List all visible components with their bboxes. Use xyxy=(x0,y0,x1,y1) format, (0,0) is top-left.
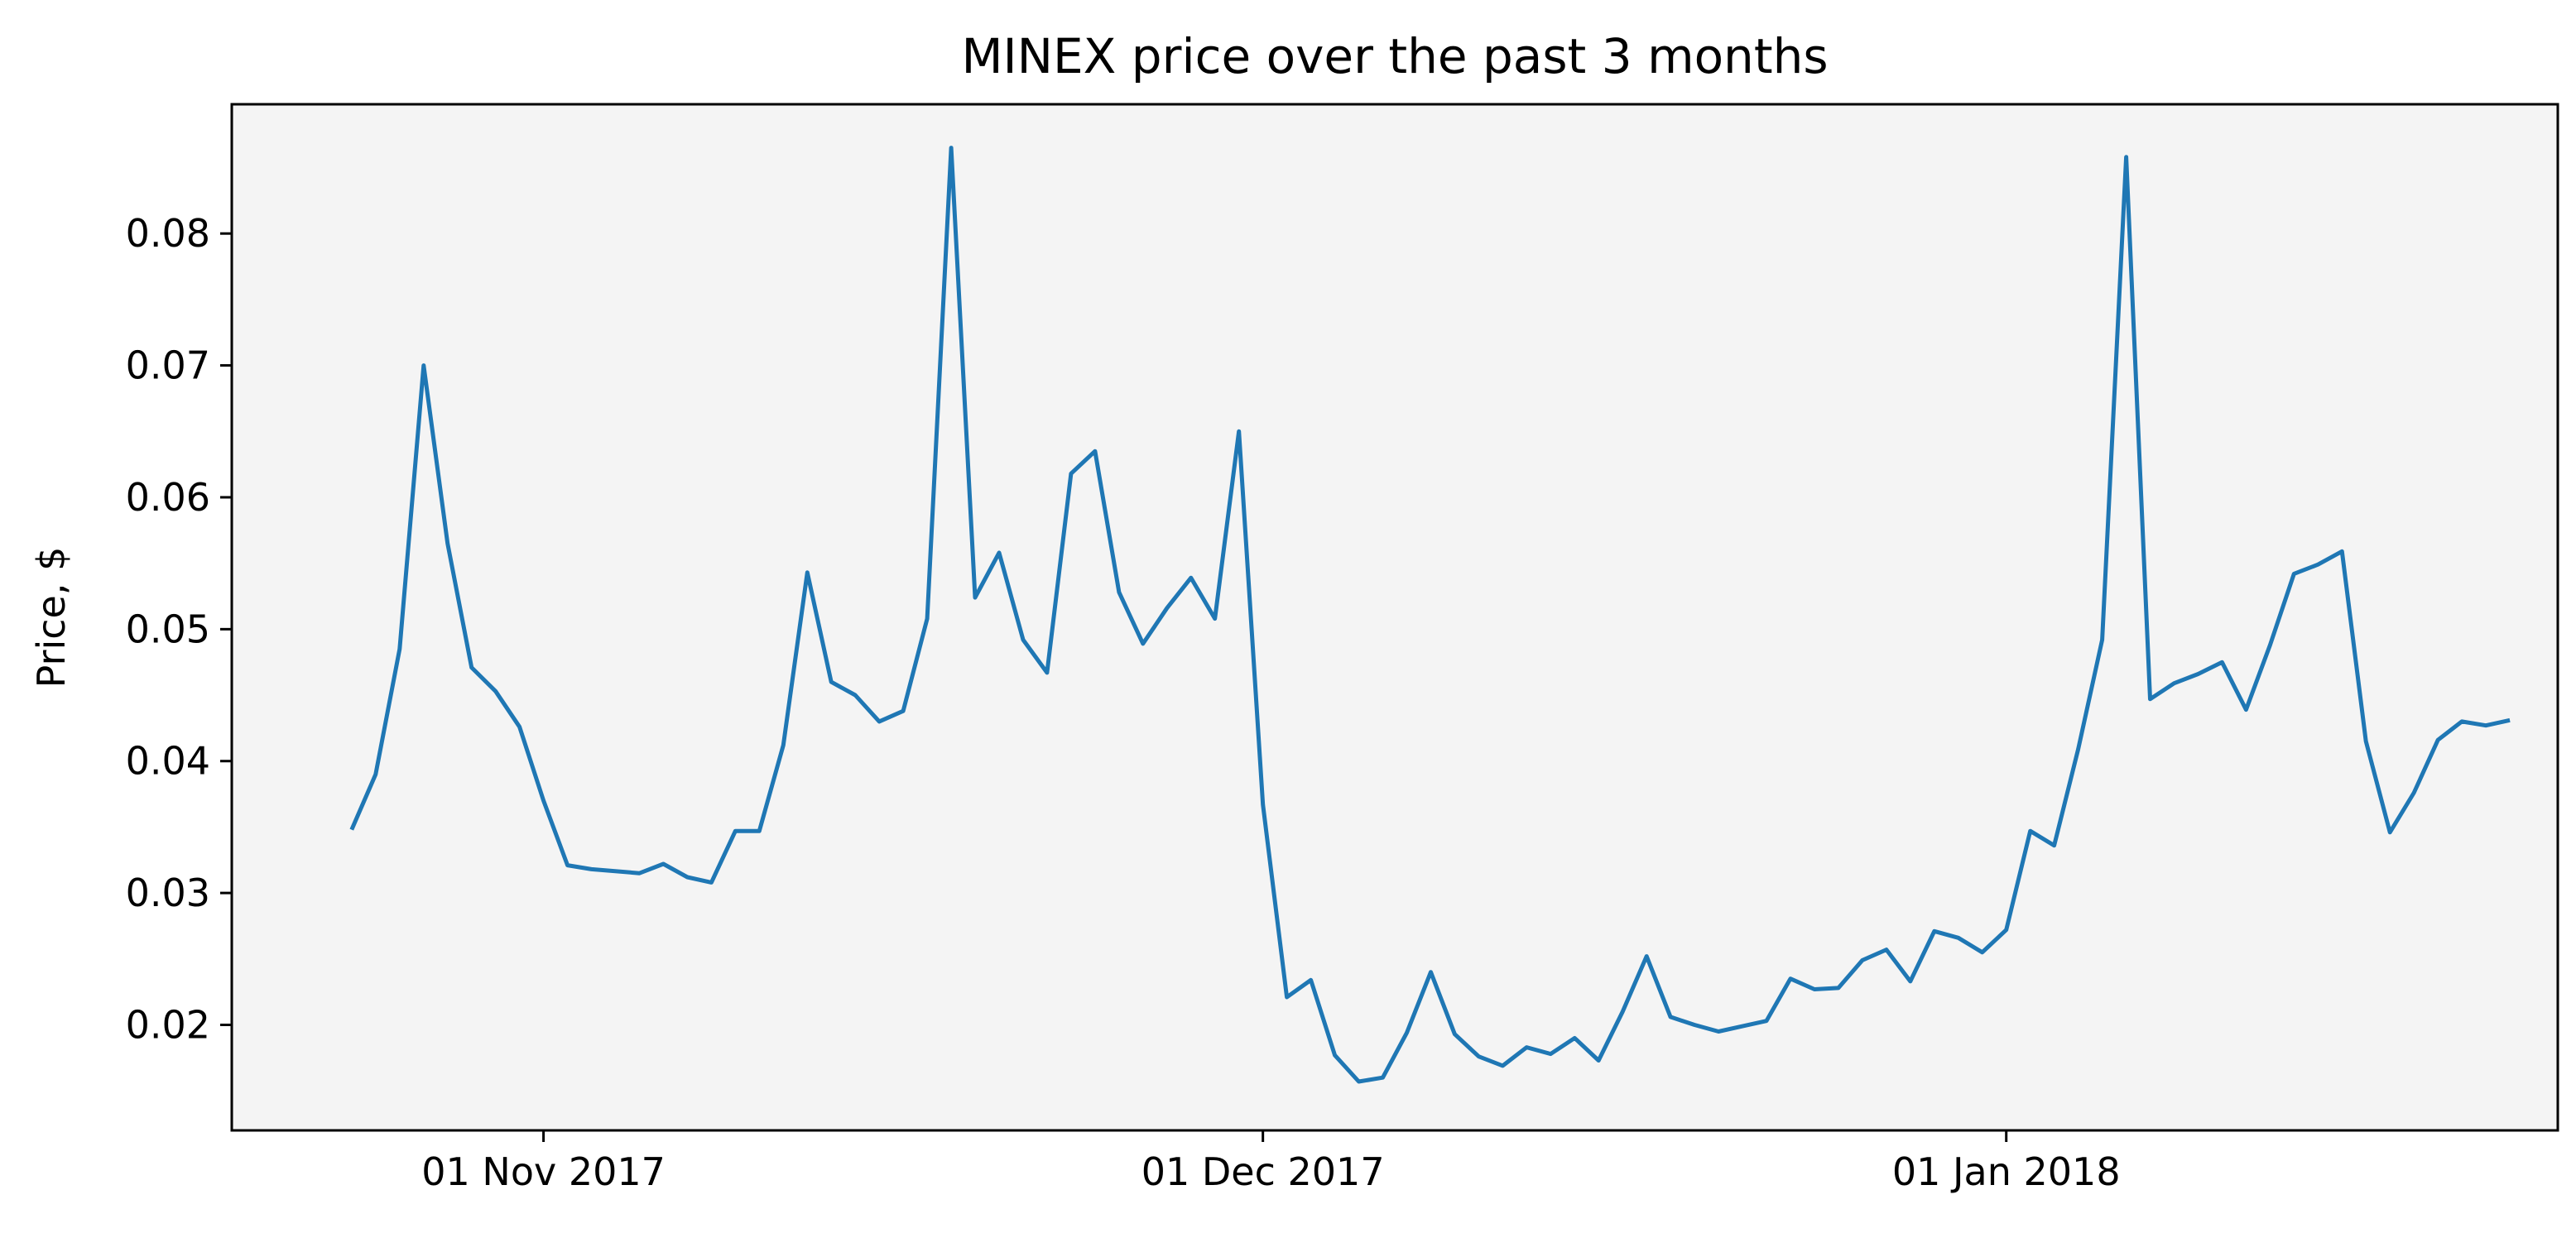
y-tick-label: 0.03 xyxy=(126,871,210,915)
x-tick-label: 01 Dec 2017 xyxy=(1141,1149,1385,1194)
x-tick-label: 01 Nov 2017 xyxy=(421,1149,666,1194)
plot-frame xyxy=(230,103,2559,1132)
y-tick-label: 0.05 xyxy=(126,607,210,651)
y-tick-label: 0.06 xyxy=(126,475,210,520)
y-tick-label: 0.08 xyxy=(126,211,210,256)
x-tick-label: 01 Jan 2018 xyxy=(1892,1149,2121,1194)
plot-area xyxy=(232,104,2558,1130)
y-tick-label: 0.04 xyxy=(126,739,210,784)
y-tick-label: 0.07 xyxy=(126,343,210,388)
chart-title: MINEX price over the past 3 months xyxy=(961,28,1828,84)
y-tick-label: 0.02 xyxy=(126,1002,210,1047)
price-series-line xyxy=(349,146,2511,1084)
axis-ticks: 0.02 0.03 0.04 0.05 0.06 0.07 0.08 01 Nov 2017 0… xyxy=(126,211,2121,1194)
y-axis-label: Price, $ xyxy=(29,547,74,688)
